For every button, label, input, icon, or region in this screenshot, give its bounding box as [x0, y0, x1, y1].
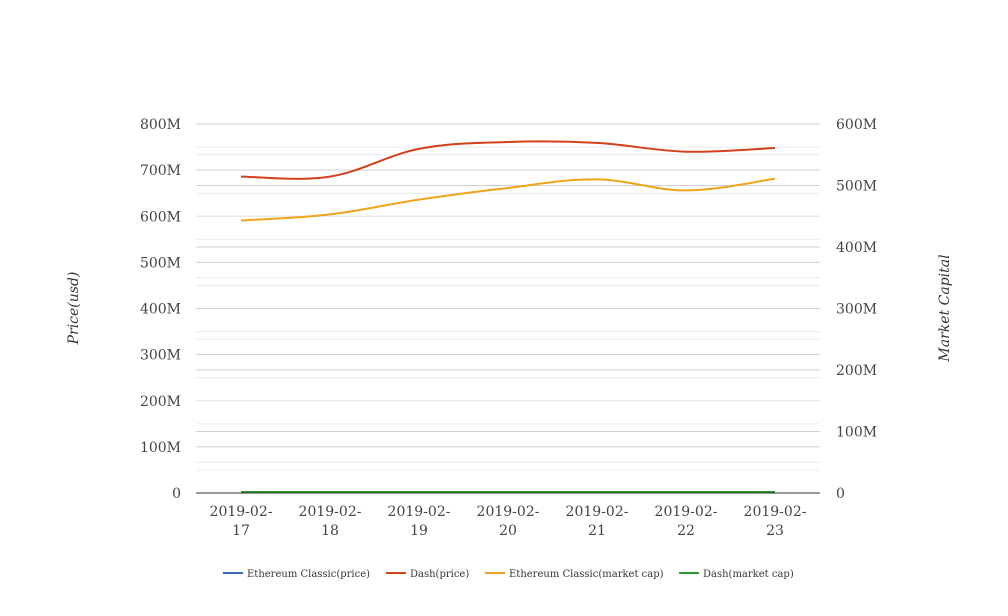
y-tick-label-left: 100M	[140, 440, 181, 456]
y-tick-label-right: 600M	[836, 117, 877, 133]
legend: Ethereum Classic(price) Dash(price) Ethere…	[223, 569, 794, 580]
x-tick-label: 2019-02-23	[744, 504, 807, 539]
y-tick-label-right: 100M	[836, 425, 877, 441]
y-tick-label-left: 800M	[140, 117, 181, 133]
y-tick-label-left: 300M	[140, 348, 181, 364]
x-tick-label: 2019-02-17	[210, 504, 273, 539]
y-tick-label-left: 700M	[140, 163, 181, 179]
legend-label-ethereum-classic-price: Ethereum Classic(price)	[247, 569, 370, 580]
legend-label-dash-market-cap: Dash(market cap)	[703, 569, 794, 580]
y-tick-label-left: 500M	[140, 255, 181, 271]
series-lines	[240, 140, 776, 494]
y-tick-label-left: 0	[172, 486, 181, 502]
x-tick-label: 2019-02-21	[566, 504, 629, 539]
y-axis-left-title: Price(usd)	[66, 272, 82, 346]
grid-lines	[196, 123, 820, 471]
y-tick-label-left: 200M	[140, 394, 181, 410]
legend-label-ethereum-classic-market-cap: Ethereum Classic(market cap)	[509, 569, 664, 580]
y-tick-label-right: 200M	[836, 363, 877, 379]
x-tick-label: 2019-02-18	[299, 504, 362, 539]
y-tick-label-right: 500M	[836, 179, 877, 195]
y-tick-label-right: 300M	[836, 302, 877, 318]
x-tick-label: 2019-02-19	[388, 504, 451, 539]
y-axis-left: 0 100M 200M 300M 400M 500M 600M 700M 800M	[140, 117, 181, 502]
x-tick-label: 2019-02-22	[655, 504, 718, 539]
y-tick-label-right: 400M	[836, 240, 877, 256]
y-tick-label-left: 400M	[140, 302, 181, 318]
series-line-ethereum-classic-market-cap	[240, 177, 776, 222]
y-axis-right: 0 100M 200M 300M 400M 500M 600M	[836, 117, 877, 502]
x-axis: 2019-02-17 2019-02-18 2019-02-19 2019-02-20…	[196, 492, 820, 539]
series-line-dash-price	[240, 140, 776, 180]
y-tick-label-right: 0	[836, 486, 845, 502]
legend-label-dash-price: Dash(price)	[410, 569, 469, 580]
y-axis-right-title: Market Capital	[937, 254, 953, 362]
x-tick-label: 2019-02-20	[477, 504, 540, 539]
y-tick-label-left: 600M	[140, 209, 181, 225]
